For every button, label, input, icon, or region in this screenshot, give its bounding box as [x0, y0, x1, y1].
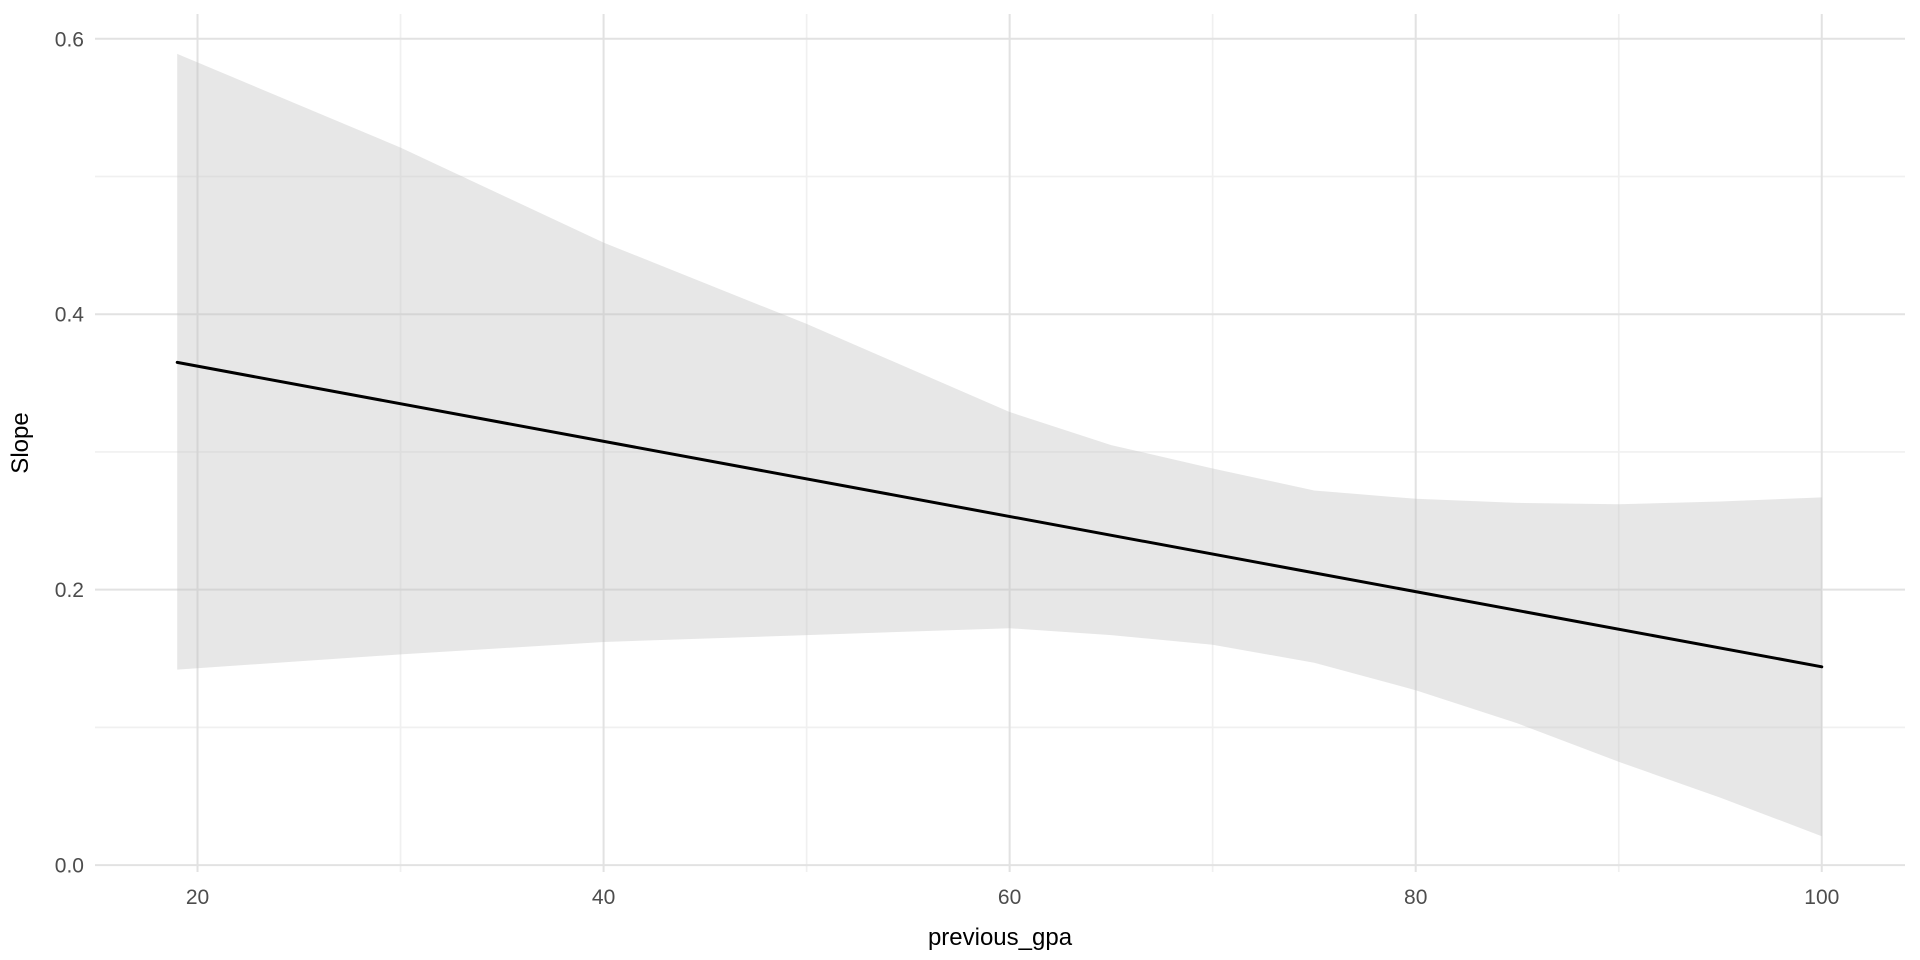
- x-tick-label: 60: [998, 886, 1021, 909]
- major-gridlines: [95, 14, 1905, 872]
- x-tick-label: 80: [1404, 886, 1427, 909]
- x-tick-label: 100: [1804, 886, 1839, 909]
- x-tick-label: 40: [592, 886, 615, 909]
- minor-gridlines: [95, 14, 1905, 872]
- y-tick-label: 0.6: [55, 28, 84, 51]
- y-tick-label: 0.4: [55, 304, 85, 327]
- regression-line: [175, 360, 1824, 669]
- y-tick-label: 0.2: [55, 579, 84, 602]
- confidence-band: [177, 53, 1822, 837]
- x-axis-tick-labels: 20 40 60 80 100: [186, 886, 1840, 909]
- y-axis-tick-labels: 0.0 0.2 0.4 0.6: [55, 28, 85, 877]
- y-axis-title: Slope: [7, 412, 34, 473]
- y-tick-label: 0.0: [55, 855, 84, 878]
- x-tick-label: 20: [186, 886, 209, 909]
- x-axis-title: previous_gpa: [928, 924, 1073, 951]
